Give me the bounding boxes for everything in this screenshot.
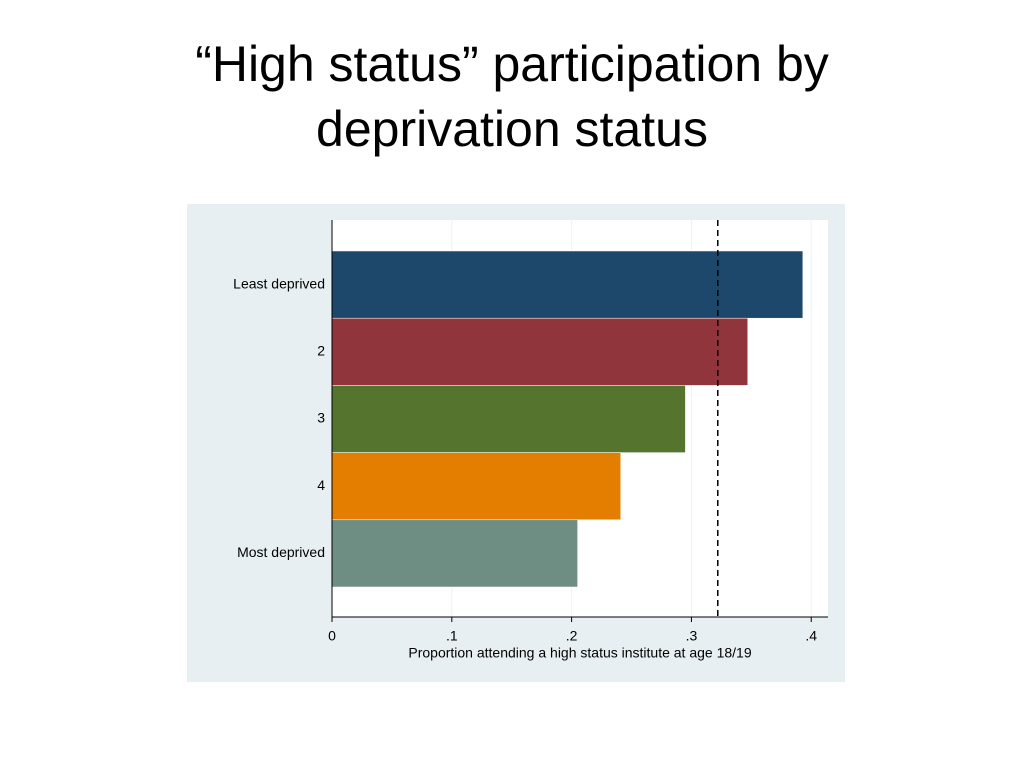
- bar: [331, 452, 621, 521]
- bar: [331, 317, 748, 386]
- x-axis-title: Proportion attending a high status insti…: [408, 645, 751, 661]
- bar: [331, 250, 804, 319]
- x-tick-label: .2: [566, 628, 578, 644]
- x-tick-label: 0: [328, 628, 336, 644]
- y-tick-label: 2: [317, 343, 325, 359]
- x-tick-label: .3: [686, 628, 698, 644]
- bar: [331, 519, 578, 588]
- x-tick-label: .1: [446, 628, 458, 644]
- y-tick-label: 4: [317, 477, 325, 493]
- y-tick-label: 3: [317, 410, 325, 426]
- slide-title: “High status” participation by deprivati…: [195, 36, 829, 157]
- y-tick-label: Most deprived: [237, 544, 325, 560]
- bar: [331, 385, 686, 453]
- y-tick-label: Least deprived: [233, 275, 325, 291]
- x-tick-label: .4: [805, 628, 817, 644]
